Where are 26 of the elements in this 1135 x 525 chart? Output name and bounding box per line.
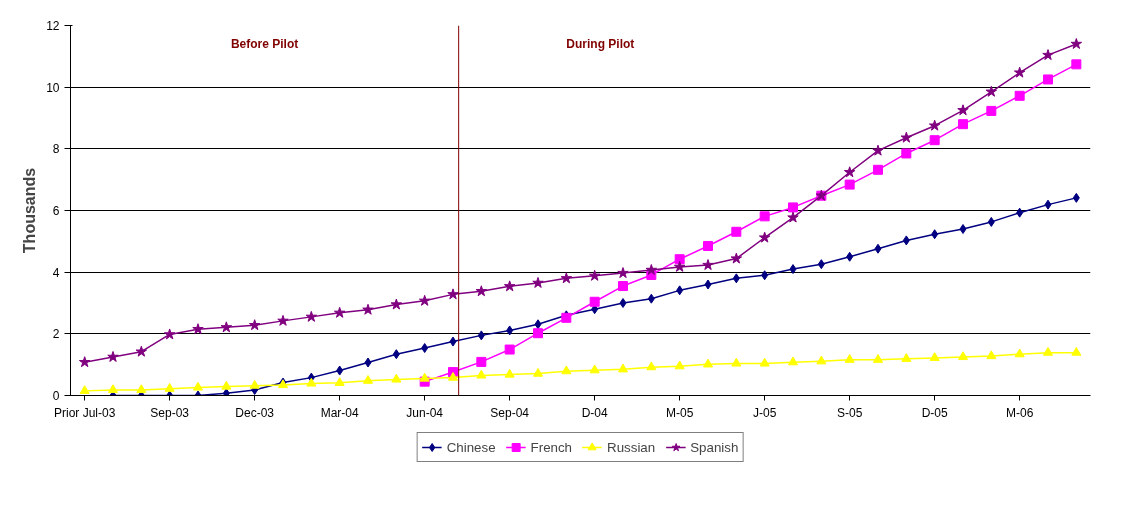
y-tick-label: 10: [46, 80, 60, 95]
legend-label: Russian: [607, 439, 656, 455]
x-tick-label: D-05: [921, 405, 948, 420]
x-tick-label: D-04: [581, 405, 608, 420]
x-tick-label: S-05: [836, 405, 863, 420]
y-tick-label: 12: [46, 19, 60, 33]
y-tick-label: 0: [52, 389, 60, 403]
y-tick-label: 8: [52, 142, 60, 157]
x-tick-label: Sep-04: [490, 405, 530, 420]
x-tick-label: Prior Jul-03: [53, 405, 116, 420]
y-tick-label: 2: [52, 327, 60, 342]
x-tick-label: Sep-03: [150, 405, 190, 420]
x-tick-label: J-05: [752, 405, 777, 420]
legend-label: Spanish: [690, 439, 739, 455]
legend-label: French: [530, 439, 573, 455]
x-tick-label: Dec-03: [235, 405, 275, 420]
y-tick-label: 4: [52, 265, 60, 280]
x-tick-label: Mar-04: [320, 405, 359, 420]
x-tick-label: M-05: [666, 405, 694, 420]
annotation: Before Pilot: [230, 37, 299, 51]
legend-label: Chinese: [446, 439, 496, 455]
y-tick-label: 6: [52, 204, 60, 218]
x-tick-label: Jun-04: [406, 405, 444, 420]
x-tick-label: M-06: [1006, 405, 1034, 420]
annotation: During Pilot: [566, 37, 635, 51]
y-axis-title: Thousands: [21, 167, 39, 254]
